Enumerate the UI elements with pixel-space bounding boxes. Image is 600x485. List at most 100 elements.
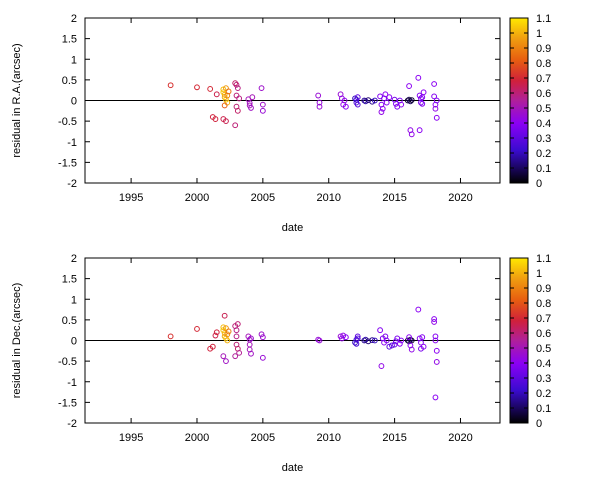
data-point xyxy=(234,321,241,327)
data-point xyxy=(342,334,349,341)
data-point xyxy=(418,95,424,102)
colorbar-tick-label: 0.8 xyxy=(536,298,551,310)
data-point xyxy=(249,94,256,101)
colorbar: 0 0.1 0.2 0.3 0.4 0.5 0.6 0.7 0.8 0.9 1 1.1 xyxy=(509,253,551,430)
y-tick-label: 1 xyxy=(71,54,77,66)
dec-residual-panel: -2 -1.5 -1 -0.5 0 0.5 1 1.5 2 1995 2000 2005 2010 20… xyxy=(11,253,551,474)
colorbar-tick-label: 0.3 xyxy=(536,133,551,145)
data-point xyxy=(354,335,361,342)
y-tick-label: -0.5 xyxy=(58,356,77,368)
data-point xyxy=(352,339,358,346)
colorbar-gradient xyxy=(509,257,529,424)
data-point xyxy=(406,83,412,89)
data-point xyxy=(407,98,414,105)
data-point xyxy=(398,101,405,108)
colorbar-tick-label: 0.5 xyxy=(536,103,551,115)
data-points xyxy=(167,74,440,138)
data-point xyxy=(248,350,254,357)
colorbar-tick-label: 0.4 xyxy=(536,118,551,130)
colorbar-tick-label: 0.6 xyxy=(536,88,551,100)
data-point xyxy=(220,353,227,360)
data-point xyxy=(224,337,231,344)
data-point xyxy=(415,306,422,313)
data-point xyxy=(221,102,228,109)
data-point xyxy=(418,99,424,106)
x-tick-label: 2005 xyxy=(251,192,275,204)
data-point xyxy=(389,342,395,349)
y-tick-label: 2 xyxy=(71,13,77,25)
data-point xyxy=(248,335,254,342)
colorbar-tick-label: 0.7 xyxy=(536,73,551,85)
data-point xyxy=(353,336,360,343)
data-point xyxy=(398,337,405,344)
y-tick-label: -1.5 xyxy=(58,397,77,409)
x-tick-label: 2015 xyxy=(382,432,406,444)
x-axis: 1995 2000 2005 2010 2015 2020 xyxy=(119,18,473,204)
data-point xyxy=(236,349,243,356)
x-axis: 1995 2000 2005 2010 2015 2020 xyxy=(119,258,473,444)
colorbar-tick-label: 0.9 xyxy=(536,283,551,295)
data-point xyxy=(354,333,361,340)
data-point xyxy=(194,326,200,332)
data-point xyxy=(377,327,384,334)
data-point xyxy=(213,329,220,336)
data-point xyxy=(432,394,439,401)
x-tick-label: 1995 xyxy=(119,192,143,204)
y-tick-label: 1.5 xyxy=(62,274,77,286)
colorbar-tick-label: 0.6 xyxy=(536,328,551,340)
data-point xyxy=(259,107,266,114)
y-tick-label: -2 xyxy=(67,418,77,430)
data-point xyxy=(232,353,239,360)
x-axis-label: date xyxy=(282,222,303,234)
data-point xyxy=(258,85,265,92)
data-point xyxy=(167,333,174,340)
y-axis-label: residual in Dec.(arcsec) xyxy=(11,283,23,399)
y-tick-label: 0.5 xyxy=(62,315,77,327)
colorbar-tick-label: 1.1 xyxy=(536,253,551,265)
data-point xyxy=(433,359,440,365)
x-tick-label: 1995 xyxy=(119,432,143,444)
data-point xyxy=(432,105,439,112)
y-axis-label: residual in R.A.(arcsec) xyxy=(11,43,23,157)
y-tick-label: 0 xyxy=(71,96,77,108)
data-point xyxy=(433,97,440,104)
x-tick-label: 2005 xyxy=(251,432,275,444)
y-tick-label: -1 xyxy=(67,377,77,389)
colorbar-tick-label: 1.1 xyxy=(536,13,551,25)
colorbar-tick-label: 0.2 xyxy=(536,388,551,400)
data-point xyxy=(225,88,232,95)
data-point xyxy=(408,131,415,138)
data-point xyxy=(213,91,220,98)
data-point xyxy=(233,81,240,88)
data-point xyxy=(391,341,398,348)
data-point xyxy=(316,337,323,344)
data-point xyxy=(212,116,219,122)
data-point xyxy=(408,346,415,353)
data-points xyxy=(167,306,440,401)
ra-residual-panel: -2 -1.5 -1 -0.5 0 0.5 1 1.5 2 1995 2000 2005 2010 20… xyxy=(11,13,551,234)
x-tick-label: 2020 xyxy=(448,432,472,444)
data-point xyxy=(232,80,239,87)
colorbar-tick-label: 1 xyxy=(536,268,542,280)
colorbar-tick-label: 0.4 xyxy=(536,358,551,370)
data-point xyxy=(194,84,200,91)
data-point xyxy=(386,94,393,101)
data-point xyxy=(406,96,412,103)
data-point xyxy=(259,334,266,341)
x-tick-label: 2000 xyxy=(185,432,209,444)
data-point xyxy=(234,107,241,114)
y-tick-label: 1.5 xyxy=(62,34,77,46)
colorbar: 0 0.1 0.2 0.3 0.4 0.5 0.6 0.7 0.8 0.9 1 1.1 xyxy=(509,13,551,190)
y-tick-label: 1 xyxy=(71,294,77,306)
colorbar-tick-label: 0.8 xyxy=(536,58,551,70)
data-point xyxy=(371,337,378,344)
data-point xyxy=(393,338,399,345)
data-point xyxy=(433,114,440,121)
data-point xyxy=(408,97,415,103)
data-point xyxy=(420,89,427,96)
data-point xyxy=(259,354,266,361)
y-tick-label: -0.5 xyxy=(58,116,77,128)
data-point xyxy=(369,337,376,343)
data-point xyxy=(258,331,265,338)
colorbar-tick-label: 0.5 xyxy=(536,343,551,355)
